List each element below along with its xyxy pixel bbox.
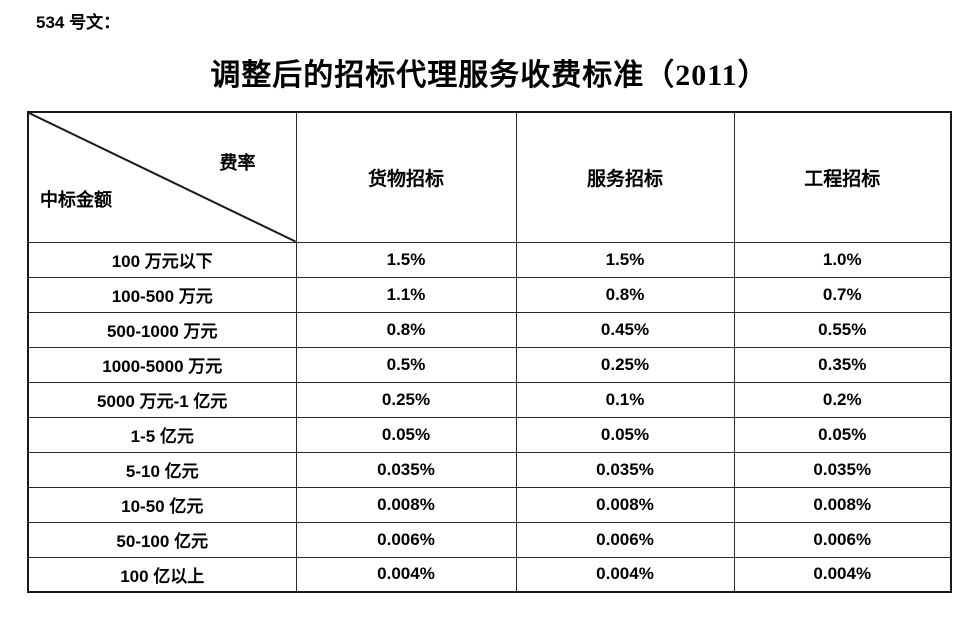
rate-cell: 0.35%: [733, 346, 952, 383]
rate-cell: 0.008%: [295, 486, 517, 523]
corner-header-cell: 费率 中标金额: [27, 111, 297, 243]
rate-cell: 0.1%: [515, 381, 735, 418]
rate-cell: 1.1%: [295, 276, 517, 313]
rate-cell: 0.25%: [515, 346, 735, 383]
row-label-amount-range: 100-500 万元: [27, 276, 297, 313]
corner-label-fee-rate: 费率: [219, 153, 256, 173]
table-row: 10-50 亿元 0.008% 0.008% 0.008%: [27, 486, 952, 523]
column-header-engineering-bidding: 工程招标: [733, 111, 952, 243]
rate-cell: 0.05%: [515, 416, 735, 453]
row-label-amount-range: 1-5 亿元: [27, 416, 297, 453]
table-body: 100 万元以下 1.5% 1.5% 1.0% 100-500 万元 1.1% 0.8% 0.…: [27, 241, 952, 593]
table-row: 100 亿以上 0.004% 0.004% 0.004%: [27, 556, 952, 593]
rate-cell: 0.006%: [733, 521, 952, 558]
rate-cell: 0.035%: [733, 451, 952, 488]
row-label-amount-range: 50-100 亿元: [27, 521, 297, 558]
rate-cell: 0.008%: [733, 486, 952, 523]
row-label-amount-range: 500-1000 万元: [27, 311, 297, 348]
rate-cell: 0.55%: [733, 311, 952, 348]
rate-cell: 0.8%: [295, 311, 517, 348]
rate-cell: 0.05%: [295, 416, 517, 453]
rate-cell: 0.45%: [515, 311, 735, 348]
table-row: 1-5 亿元 0.05% 0.05% 0.05%: [27, 416, 952, 453]
rate-cell: 1.5%: [295, 241, 517, 278]
rate-cell: 0.035%: [295, 451, 517, 488]
table-row: 100-500 万元 1.1% 0.8% 0.7%: [27, 276, 952, 313]
table-row: 50-100 亿元 0.006% 0.006% 0.006%: [27, 521, 952, 558]
row-label-amount-range: 1000-5000 万元: [27, 346, 297, 383]
row-label-amount-range: 100 亿以上: [27, 556, 297, 593]
rate-cell: 0.008%: [515, 486, 735, 523]
rate-cell: 0.035%: [515, 451, 735, 488]
rate-cell: 0.8%: [515, 276, 735, 313]
rate-cell: 0.05%: [733, 416, 952, 453]
corner-label-bid-amount: 中标金额: [40, 189, 112, 210]
rate-cell: 0.2%: [733, 381, 952, 418]
table-row: 1000-5000 万元 0.5% 0.25% 0.35%: [27, 346, 952, 383]
rate-cell: 0.004%: [515, 556, 735, 593]
rate-cell: 0.004%: [295, 556, 517, 593]
rate-cell: 1.0%: [733, 241, 952, 278]
rate-cell: 0.004%: [733, 556, 952, 593]
page-title: 调整后的招标代理服务收费标准（2011）: [210, 59, 769, 92]
row-label-amount-range: 100 万元以下: [27, 241, 297, 278]
row-label-amount-range: 5000 万元-1 亿元: [27, 381, 297, 418]
rate-cell: 0.5%: [295, 346, 517, 383]
diagonal-divider-line: [29, 113, 296, 242]
table-row: 500-1000 万元 0.8% 0.45% 0.55%: [27, 311, 952, 348]
column-header-service-bidding: 服务招标: [515, 111, 735, 243]
rate-cell: 0.25%: [295, 381, 517, 418]
doc-number-label: 534 号文：: [36, 13, 121, 32]
rate-cell: 1.5%: [515, 241, 735, 278]
column-header-goods-bidding: 货物招标: [295, 111, 517, 243]
rate-cell: 0.006%: [515, 521, 735, 558]
rate-cell: 0.006%: [295, 521, 517, 558]
row-label-amount-range: 10-50 亿元: [27, 486, 297, 523]
fee-table: 费率 中标金额 货物招标 服务招标 工程招标 100 万元以下 1.5% 1.5% 1…: [27, 111, 952, 593]
table-row: 5-10 亿元 0.035% 0.035% 0.035%: [27, 451, 952, 488]
header-row: 费率 中标金额 货物招标 服务招标 工程招标: [27, 111, 952, 243]
table-row: 100 万元以下 1.5% 1.5% 1.0%: [27, 241, 952, 278]
row-label-amount-range: 5-10 亿元: [27, 451, 297, 488]
rate-cell: 0.7%: [733, 276, 952, 313]
table-row: 5000 万元-1 亿元 0.25% 0.1% 0.2%: [27, 381, 952, 418]
